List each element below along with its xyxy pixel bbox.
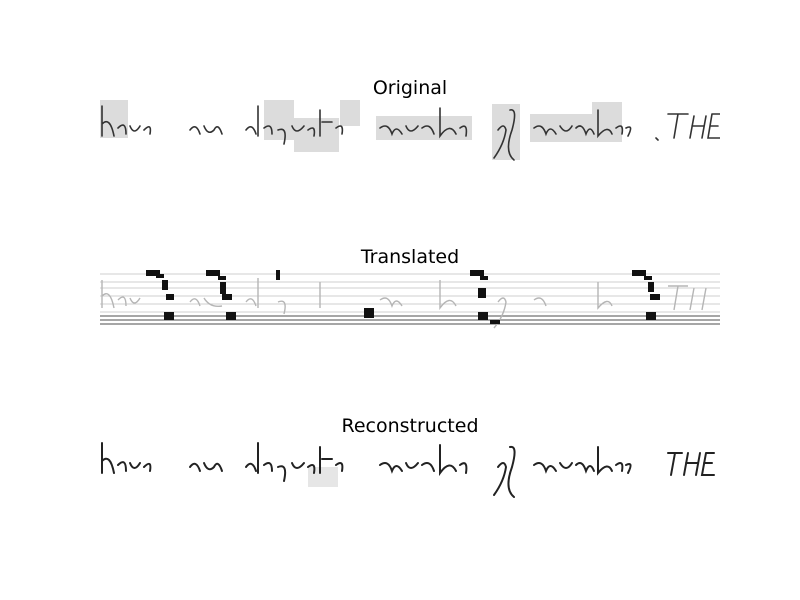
- reconstructed-handwriting-strokes: [101, 442, 715, 498]
- panel-title-reconstructed: Reconstructed: [341, 415, 479, 437]
- translated-handwriting-image: [100, 268, 720, 330]
- panel-title-translated: Translated: [360, 246, 460, 268]
- original-handwriting-strokes: [101, 105, 720, 161]
- translated-noise-pattern: [100, 270, 720, 329]
- reconstructed-handwriting-image: [100, 437, 720, 499]
- panel-title-original: Original: [372, 77, 448, 99]
- original-handwriting-image: [100, 100, 720, 162]
